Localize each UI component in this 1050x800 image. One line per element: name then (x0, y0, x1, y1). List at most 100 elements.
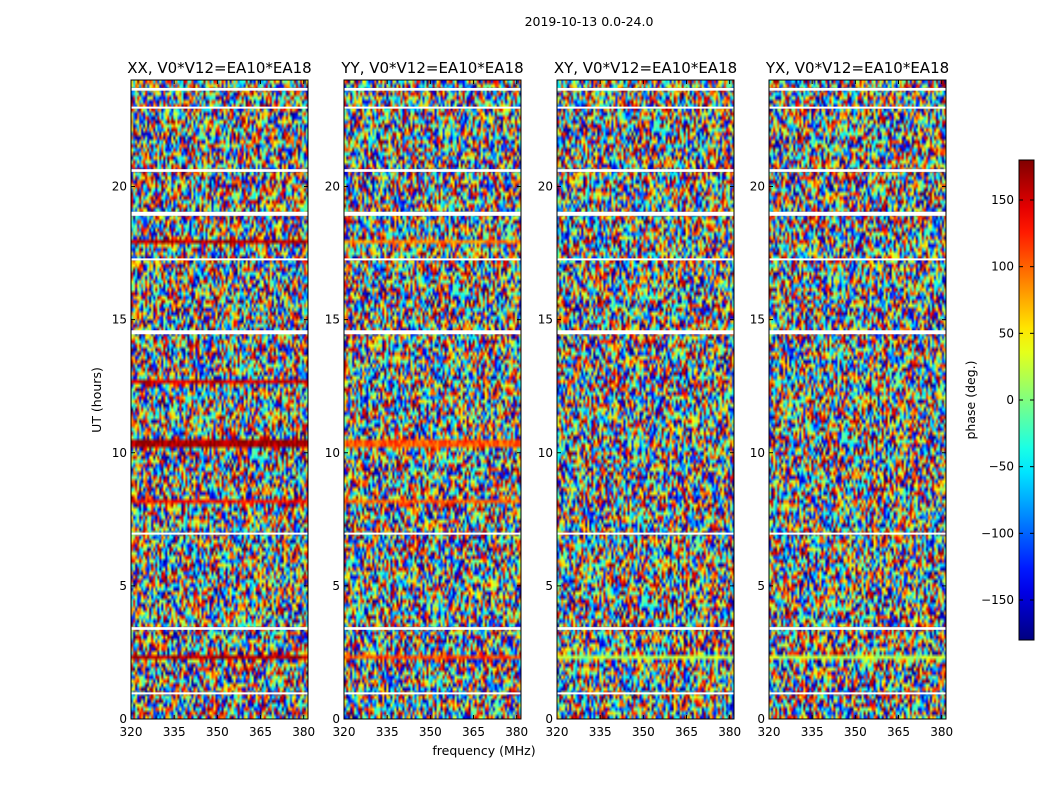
x-tick-label: 365 (887, 725, 910, 739)
x-axis-label: frequency (MHz) (432, 743, 535, 758)
flagged-band (557, 169, 734, 172)
x-tick-label: 350 (844, 725, 867, 739)
y-tick-label: 20 (538, 180, 553, 194)
x-tick-label: 335 (163, 725, 186, 739)
colorbar-tick-label: 150 (991, 193, 1014, 207)
y-tick-label: 10 (750, 446, 765, 460)
flagged-band (131, 258, 308, 261)
flagged-band (769, 258, 946, 261)
flagged-band (344, 692, 521, 695)
flagged-band (344, 169, 521, 172)
y-tick-label: 10 (112, 446, 127, 460)
x-tick-label: 380 (505, 725, 528, 739)
flagged-band (344, 106, 521, 109)
flagged-band (344, 627, 521, 630)
y-tick-label: 15 (325, 313, 340, 327)
colorbar-tick-label: 50 (999, 326, 1014, 340)
flagged-band (769, 106, 946, 109)
flagged-band (557, 532, 734, 535)
panel-1: YY, V0*V12=EA10*EA18 320 335 350 365 380 0 5 10 1… (325, 59, 528, 739)
colorbar-tick-label: −150 (981, 593, 1014, 607)
x-tick-label: 365 (249, 725, 272, 739)
panel-title: XY, V0*V12=EA10*EA18 (554, 59, 737, 77)
colorbar: 150 100 50 0 −50 −100 −150 phase (deg.) (963, 159, 1035, 641)
heatmap-image-0 (131, 80, 308, 719)
y-tick-label: 0 (757, 712, 765, 726)
flagged-band (344, 330, 521, 335)
flagged-band (131, 627, 308, 630)
x-tick-label: 335 (376, 725, 399, 739)
x-tick-label: 320 (546, 725, 569, 739)
colorbar-tick-label: −100 (981, 526, 1014, 540)
panels: XX, V0*V12=EA10*EA18 320 335 350 365 380 0 5 10 1… (112, 59, 953, 739)
x-tick-label: 380 (718, 725, 741, 739)
panel-0: XX, V0*V12=EA10*EA18 320 335 350 365 380 0 5 10 1… (112, 59, 315, 739)
y-tick-label: 20 (325, 180, 340, 194)
flagged-band (344, 87, 521, 91)
figure-suptitle: 2019-10-13 0.0-24.0 (525, 14, 654, 29)
x-tick-label: 335 (589, 725, 612, 739)
x-tick-label: 320 (120, 725, 143, 739)
y-tick-label: 5 (119, 579, 127, 593)
y-axis-label: UT (hours) (89, 367, 104, 433)
flagged-band (344, 532, 521, 535)
flagged-band (557, 87, 734, 91)
y-tick-label: 10 (538, 446, 553, 460)
heatmap-image-3 (769, 80, 946, 719)
flagged-band (131, 106, 308, 109)
x-tick-label: 350 (419, 725, 442, 739)
heatmap-image-2 (557, 80, 734, 719)
flagged-band (131, 532, 308, 535)
panel-2: XY, V0*V12=EA10*EA18 320 335 350 365 380 0 5 10 1… (538, 59, 741, 739)
flagged-band (557, 258, 734, 261)
flagged-band (769, 627, 946, 630)
y-tick-label: 10 (325, 446, 340, 460)
flagged-band (769, 211, 946, 216)
panel-3: YX, V0*V12=EA10*EA18 320 335 350 365 380 0 5 10 1… (750, 59, 953, 739)
panel-frame (556, 79, 735, 720)
x-tick-label: 365 (675, 725, 698, 739)
y-tick-label: 15 (750, 313, 765, 327)
flagged-band (131, 169, 308, 172)
y-tick-label: 20 (112, 180, 127, 194)
colorbar-tick-label: 0 (1006, 393, 1014, 407)
y-tick-label: 5 (757, 579, 765, 593)
colorbar-tick-label: 100 (991, 260, 1014, 274)
x-tick-label: 320 (758, 725, 781, 739)
x-tick-label: 350 (206, 725, 229, 739)
flagged-band (131, 87, 308, 91)
panel-title: YY, V0*V12=EA10*EA18 (340, 59, 523, 77)
flagged-band (557, 627, 734, 630)
panel-title: YX, V0*V12=EA10*EA18 (765, 59, 949, 77)
colorbar-label: phase (deg.) (963, 361, 978, 440)
flagged-band (769, 169, 946, 172)
y-tick-label: 0 (119, 712, 127, 726)
y-tick-label: 0 (332, 712, 340, 726)
flagged-band (557, 211, 734, 216)
flagged-band (769, 330, 946, 335)
flagged-band (344, 258, 521, 261)
x-tick-label: 380 (930, 725, 953, 739)
flagged-band (131, 692, 308, 695)
x-tick-label: 365 (462, 725, 485, 739)
heatmap-image-1 (344, 80, 521, 719)
x-tick-label: 350 (632, 725, 655, 739)
y-tick-label: 20 (750, 180, 765, 194)
flagged-band (769, 87, 946, 91)
x-tick-label: 335 (801, 725, 824, 739)
flagged-band (557, 330, 734, 335)
flagged-band (769, 692, 946, 695)
flagged-band (131, 211, 308, 216)
flagged-band (557, 692, 734, 695)
y-tick-label: 5 (545, 579, 553, 593)
flagged-band (131, 330, 308, 335)
x-tick-label: 380 (292, 725, 315, 739)
panel-frame (768, 79, 947, 720)
y-tick-label: 0 (545, 712, 553, 726)
panel-frame (130, 79, 309, 720)
flagged-band (344, 211, 521, 216)
panel-frame (343, 79, 522, 720)
y-tick-label: 5 (332, 579, 340, 593)
y-tick-label: 15 (538, 313, 553, 327)
